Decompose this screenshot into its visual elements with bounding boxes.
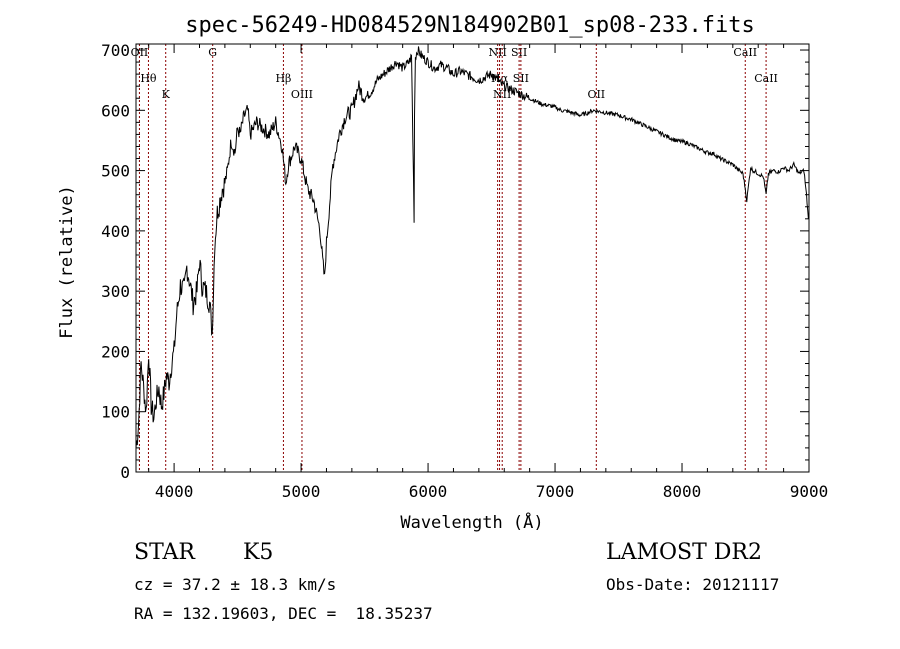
line-marker-label: SII <box>511 46 527 59</box>
line-marker-label: CaII <box>754 72 778 85</box>
line-marker-label: OII <box>587 88 605 101</box>
y-tick-label: 700 <box>101 41 130 60</box>
x-tick-label: 4000 <box>155 482 194 501</box>
x-tick-label: 6000 <box>409 482 448 501</box>
x-tick-label: 7000 <box>536 482 575 501</box>
y-tick-label: 0 <box>120 463 130 482</box>
obs-date: Obs-Date: 20121117 <box>606 575 780 594</box>
line-marker-label: K <box>162 88 171 101</box>
y-tick-label: 400 <box>101 222 130 241</box>
line-marker-label: Hθ <box>140 72 157 85</box>
spectrum-line <box>135 46 809 449</box>
x-tick-label: 8000 <box>663 482 702 501</box>
velocity-readout: cz = 37.2 ± 18.3 km/s <box>134 575 337 594</box>
y-axis-label: Flux (relative) <box>57 185 77 339</box>
y-tick-label: 200 <box>101 342 130 361</box>
x-tick-label: 9000 <box>790 482 829 501</box>
x-axis-label: Wavelength (Å) <box>400 511 543 533</box>
line-marker-label: OII <box>131 46 149 59</box>
coordinates: RA = 132.19603, DEC = 18.35237 <box>134 604 433 623</box>
object-type: STAR <box>134 540 195 565</box>
y-tick-label: 500 <box>101 162 130 181</box>
survey-name: LAMOST DR2 <box>606 540 762 565</box>
y-tick-label: 600 <box>101 101 130 120</box>
line-marker-label: Hβ <box>275 72 291 85</box>
line-marker-label: SII <box>513 72 529 85</box>
plot-frame <box>135 43 810 473</box>
y-axis: 0 100 200 300 400 500 600 700 <box>101 41 809 482</box>
x-axis: 4000 5000 6000 7000 8000 9000 <box>148 44 829 501</box>
y-tick-label: 100 <box>101 403 130 422</box>
line-marker-label: G <box>208 46 217 59</box>
line-marker-label: CaII <box>733 46 757 59</box>
y-tick-label: 300 <box>101 282 130 301</box>
line-marker-label: OIII <box>291 88 313 101</box>
chart-title: spec-56249-HD084529N184902B01_sp08-233.f… <box>185 13 755 38</box>
line-marker-label: NII <box>493 88 511 101</box>
subclass: K5 <box>243 540 274 565</box>
x-tick-label: 5000 <box>282 482 321 501</box>
